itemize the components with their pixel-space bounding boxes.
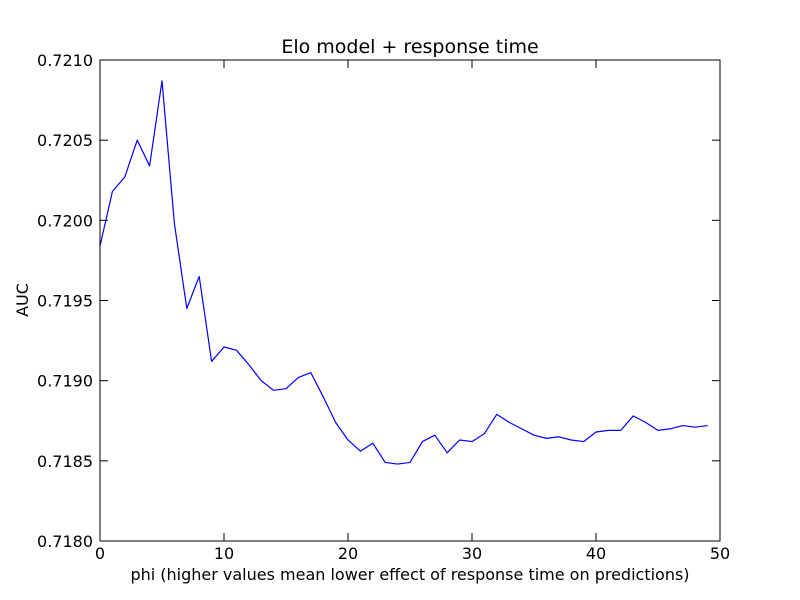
- chart-title: Elo model + response time: [281, 36, 538, 58]
- x-tick-label: 40: [586, 544, 606, 563]
- y-axis-label: AUC: [13, 283, 32, 317]
- y-tick-label: 0.7195: [37, 292, 93, 311]
- x-tick-label: 20: [338, 544, 358, 563]
- x-tick-label: 50: [710, 544, 730, 563]
- y-tick-label: 0.7185: [37, 452, 93, 471]
- y-axis-ticks: 0.7180 0.7185 0.7190 0.7195 0.7200 0.7205 0.72…: [37, 51, 720, 551]
- series-line: [99, 80, 708, 465]
- plot-area: [99, 59, 721, 542]
- x-axis-ticks: 0 10 20 30 40 50: [95, 60, 730, 563]
- y-tick-label: 0.7190: [37, 372, 93, 391]
- x-tick-label: 0: [95, 544, 105, 563]
- x-tick-label: 10: [214, 544, 234, 563]
- y-tick-label: 0.7205: [37, 131, 93, 150]
- x-tick-label: 30: [462, 544, 482, 563]
- x-axis-label: phi (higher values mean lower effect of …: [130, 565, 689, 584]
- plot-background: [100, 60, 720, 541]
- y-tick-label: 0.7210: [37, 51, 93, 70]
- y-tick-label: 0.7180: [37, 532, 93, 551]
- y-tick-label: 0.7200: [37, 211, 93, 230]
